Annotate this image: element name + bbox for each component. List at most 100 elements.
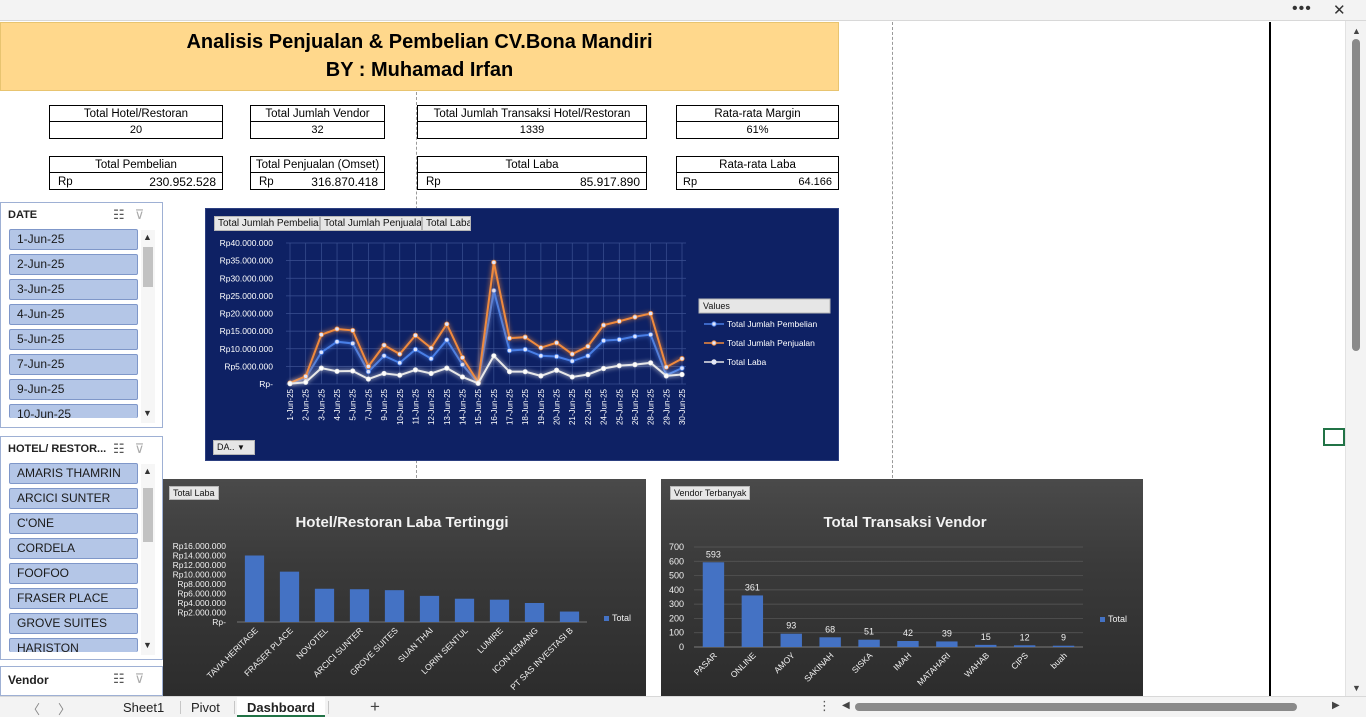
- data-point: [553, 340, 560, 346]
- selected-cell[interactable]: [1323, 428, 1345, 446]
- scroll-up-icon[interactable]: ▲: [143, 466, 152, 476]
- chevron-right-icon[interactable]: 〉: [58, 702, 72, 717]
- data-point: [334, 326, 340, 332]
- field-button-pembelian[interactable]: Total Jumlah Pembelian: [214, 216, 320, 231]
- slicer-hotel[interactable]: HOTEL/ RESTOR... ☷⊽ AMARIS THAMRIN ARCICI…: [0, 436, 163, 660]
- slicer-item[interactable]: 7-Jun-25: [9, 354, 138, 375]
- field-button-penjualan[interactable]: Total Jumlah Penjualan: [320, 216, 422, 231]
- slicer-item[interactable]: GROVE SUITES: [9, 613, 138, 634]
- legend-title: Values: [703, 301, 730, 311]
- slicer-item[interactable]: CORDELA: [9, 538, 138, 559]
- legend-marker: [711, 359, 717, 365]
- more-horizontal-icon[interactable]: •••: [1292, 0, 1312, 17]
- scroll-up-icon[interactable]: ▲: [1352, 26, 1361, 36]
- clear-filter-icon[interactable]: ⊽: [134, 671, 155, 686]
- vertical-scrollbar[interactable]: ▲ ▼: [1345, 21, 1366, 696]
- scrollbar-thumb[interactable]: [1352, 39, 1360, 351]
- kpi-total-hotel: Total Hotel/Restoran 20: [49, 105, 223, 139]
- tab-pivot[interactable]: Pivot: [191, 700, 220, 715]
- clear-filter-icon[interactable]: ⊽: [134, 207, 155, 222]
- bar: [559, 611, 580, 622]
- close-icon[interactable]: ✕: [1333, 2, 1346, 19]
- data-point: [381, 370, 387, 377]
- data-point: [648, 360, 654, 366]
- line-chart-panel[interactable]: Total Jumlah Pembelian Total Jumlah Penj…: [205, 208, 839, 461]
- slicer-item[interactable]: HARISTON: [9, 638, 138, 652]
- tab-dashboard[interactable]: Dashboard: [237, 697, 325, 717]
- field-button-total-laba[interactable]: Total Laba: [169, 486, 219, 500]
- scroll-right-icon[interactable]: ▶: [1332, 700, 1340, 711]
- slicer-item[interactable]: ARCICI SUNTER: [9, 488, 138, 509]
- kpi-label: Total Jumlah Transaksi Hotel/Restoran: [418, 106, 646, 122]
- slicer-title: DATE: [8, 209, 38, 221]
- date-filter-button[interactable]: DA.. ▼: [213, 440, 255, 455]
- slicer-scrollbar[interactable]: ▲ ▼: [141, 230, 155, 423]
- slicer-item[interactable]: FOOFOO: [9, 563, 138, 584]
- x-tick-label: 30-Jun-25: [678, 388, 687, 425]
- scroll-down-icon[interactable]: ▼: [143, 408, 152, 418]
- multi-select-icon[interactable]: ☷: [113, 671, 135, 686]
- slicer-item[interactable]: 5-Jun-25: [9, 329, 138, 350]
- multi-select-icon[interactable]: ☷: [113, 441, 135, 456]
- add-sheet-button[interactable]: +: [370, 697, 380, 716]
- x-tick-label: 1-Jun-25: [286, 388, 295, 420]
- slicer-vendor[interactable]: Vendor ☷⊽: [0, 666, 163, 696]
- more-vertical-icon[interactable]: ⋮: [818, 698, 831, 713]
- data-point: [600, 322, 607, 328]
- scrollbar-thumb[interactable]: [143, 488, 153, 542]
- clear-filter-icon[interactable]: ⊽: [134, 441, 155, 456]
- kpi-value: 32: [311, 124, 324, 136]
- scroll-left-icon[interactable]: ◀: [842, 700, 850, 711]
- data-point: [632, 362, 638, 368]
- tab-separator: [234, 701, 235, 714]
- scrollbar-thumb[interactable]: [143, 247, 153, 287]
- data-point: [397, 351, 403, 357]
- data-point: [663, 364, 669, 370]
- kpi-value: 61%: [746, 124, 769, 136]
- slicer-item[interactable]: 2-Jun-25: [9, 254, 138, 275]
- field-button-laba[interactable]: Total Laba: [422, 216, 471, 231]
- y-tick-label: Rp4.000.000: [177, 598, 226, 608]
- x-tick-label: 14-Jun-25: [458, 388, 467, 425]
- x-tick-label: IMAH: [891, 650, 913, 672]
- slicer-item[interactable]: C'ONE: [9, 513, 138, 534]
- scroll-down-icon[interactable]: ▼: [1352, 683, 1361, 693]
- data-point: [459, 374, 466, 380]
- x-tick-label: 12-Jun-25: [427, 388, 436, 425]
- scrollbar-thumb[interactable]: [855, 703, 1297, 711]
- multi-select-icon[interactable]: ☷: [113, 207, 135, 222]
- legend-entry: Total: [612, 613, 631, 623]
- slicer-item[interactable]: AMARIS THAMRIN: [9, 463, 138, 484]
- legend-swatch: [1100, 617, 1105, 622]
- data-point: [632, 333, 638, 340]
- kpi-label: Rata-rata Laba: [677, 157, 838, 173]
- scroll-down-icon[interactable]: ▼: [143, 640, 152, 650]
- horizontal-scrollbar[interactable]: ◀ ▶: [840, 700, 1345, 714]
- dashboard-header: Analisis Penjualan & Pembelian CV.Bona M…: [0, 22, 839, 91]
- slicer-scrollbar[interactable]: ▲ ▼: [141, 464, 155, 655]
- data-point: [569, 351, 575, 357]
- slicer-item[interactable]: 9-Jun-25: [9, 379, 138, 400]
- slicer-item[interactable]: 3-Jun-25: [9, 279, 138, 300]
- slicer-item[interactable]: FRASER PLACE: [9, 588, 138, 609]
- field-button-vendor-terbanyak[interactable]: Vendor Terbanyak: [670, 486, 751, 500]
- tab-separator: [328, 701, 329, 714]
- slicer-item[interactable]: 10-Jun-25: [9, 404, 138, 418]
- scroll-up-icon[interactable]: ▲: [143, 232, 152, 242]
- data-point: [444, 337, 450, 343]
- legend-marker: [711, 340, 717, 346]
- chevron-left-icon[interactable]: 〈: [27, 702, 41, 717]
- x-tick-label: 13-Jun-25: [443, 388, 452, 425]
- slicer-date[interactable]: DATE ☷⊽ 1-Jun-25 2-Jun-25 3-Jun-25 4-Jun-25…: [0, 202, 163, 428]
- data-point: [616, 336, 622, 343]
- x-tick-label: 10-Jun-25: [396, 388, 405, 425]
- slicer-item[interactable]: 1-Jun-25: [9, 229, 138, 250]
- x-tick-label: 24-Jun-25: [600, 388, 609, 425]
- bar-chart-hotel-panel[interactable]: Total Laba Hotel/Restoran Laba Tertinggi…: [163, 479, 646, 696]
- bar-chart-vendor-panel[interactable]: Vendor Terbanyak Total Transaksi Vendor 0…: [661, 479, 1143, 696]
- sheet-tab-bar: 〈 〉 Sheet1 Pivot Dashboard + ⋮ ◀ ▶: [0, 696, 1366, 717]
- kpi-label: Total Penjualan (Omset): [251, 157, 384, 173]
- tab-sheet1[interactable]: Sheet1: [123, 700, 165, 715]
- x-tick-label: SISKA: [850, 650, 875, 675]
- slicer-item[interactable]: 4-Jun-25: [9, 304, 138, 325]
